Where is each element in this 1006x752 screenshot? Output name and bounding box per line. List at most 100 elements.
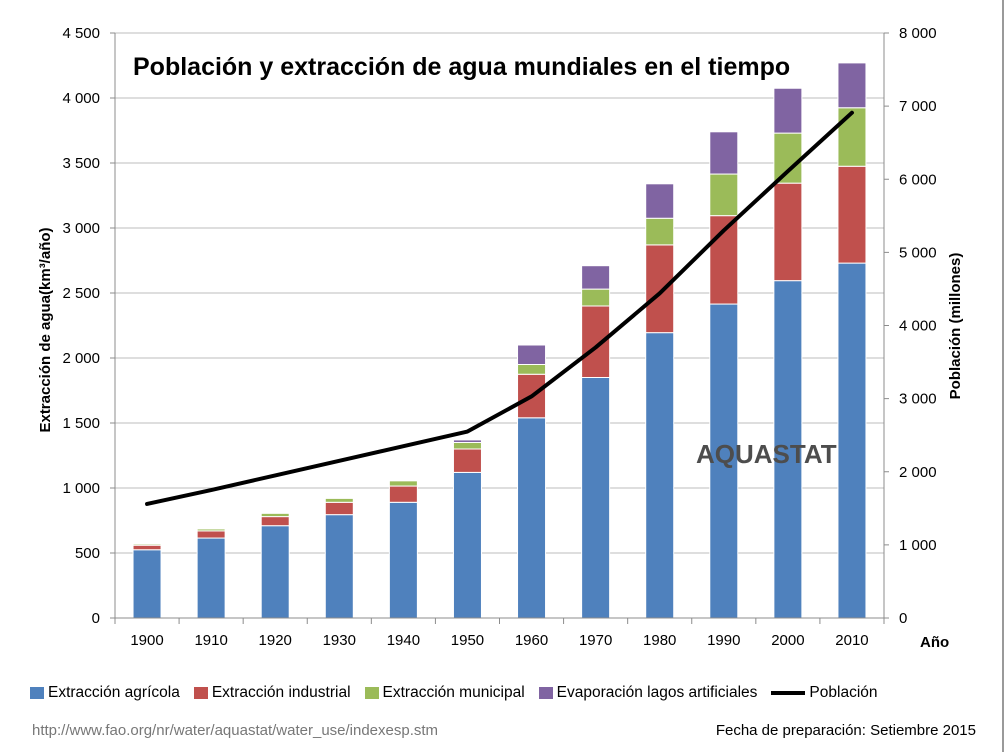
watermark: AQUASTAT [696, 439, 837, 469]
bar-segment-municipal [196, 528, 226, 532]
bar-segment-agricola [324, 514, 354, 619]
legend-swatch-evaporacion [538, 687, 553, 699]
x-tick-labels: 1900 1910 1920 1930 1940 1950 1960 1970 1980 1990… [130, 632, 868, 649]
bar-segment-agricola [837, 262, 867, 619]
bar-segment-evaporacion [581, 265, 611, 290]
bar-segment-municipal [260, 512, 290, 518]
y2-tick-label: 5 000 [899, 244, 937, 261]
population-line-layer [145, 110, 854, 506]
bar-segment-municipal [517, 364, 547, 375]
x-tick-label: 1970 [579, 632, 612, 649]
x-tick-label: 1980 [643, 632, 676, 649]
bar-segment-industrial [837, 165, 867, 264]
y2-tick-label: 0 [899, 610, 907, 627]
legend-label-poblacion: Población [809, 684, 878, 701]
y2-tick-label: 2 000 [899, 464, 937, 481]
y2-tick-label: 1 000 [899, 537, 937, 554]
y-tick-label: 3 000 [62, 220, 100, 237]
bar-segment-industrial [452, 448, 482, 473]
bar-segment-municipal [709, 173, 739, 217]
y2-tick-label: 4 000 [899, 318, 937, 335]
x-tick-label: 1990 [707, 632, 740, 649]
axes [110, 32, 889, 624]
bar-segment-evaporacion [452, 439, 482, 443]
y2-tick-label: 6 000 [899, 171, 937, 188]
bar-segment-agricola [132, 549, 162, 619]
bar-segment-municipal [452, 442, 482, 450]
legend: Extracción agrícola Extracción industria… [30, 684, 892, 702]
legend-label-municipal: Extracción municipal [382, 684, 525, 701]
legend-label-evaporacion: Evaporación lagos artificiales [556, 684, 758, 701]
bar-segment-agricola [388, 501, 418, 619]
x-tick-label: 1960 [515, 632, 548, 649]
bar-segment-municipal [773, 132, 803, 184]
bar-segment-municipal [645, 217, 675, 246]
population-line [145, 110, 854, 506]
x-tick-label: 1920 [259, 632, 292, 649]
y-tick-label: 1 500 [62, 415, 100, 432]
legend-item-agricola: Extracción agrícola [30, 684, 180, 702]
y-tick-label: 4 000 [62, 90, 100, 107]
bar-segment-agricola [645, 332, 675, 619]
source-link[interactable]: http://www.fao.org/nr/water/aquastat/wat… [32, 722, 439, 739]
bar-segment-industrial [196, 530, 226, 539]
bar-segment-municipal [324, 497, 354, 503]
window-edge [1002, 0, 1004, 752]
x-tick-label: 2010 [835, 632, 868, 649]
y-tick-label: 2 500 [62, 285, 100, 302]
y2-tick-label: 3 000 [899, 391, 937, 408]
legend-swatch-municipal [364, 687, 379, 699]
y-tick-label: 4 500 [62, 25, 100, 42]
x-tick-label: 2000 [771, 632, 804, 649]
bar-segment-agricola [196, 537, 226, 619]
bar-segment-evaporacion [837, 62, 867, 109]
y-tick-label: 2 000 [62, 350, 100, 367]
left-tick-labels: 0 500 1 000 1 500 2 000 2 500 3 000 3 500 4 000 4… [62, 25, 100, 627]
x-tick-label: 1910 [194, 632, 227, 649]
y-axis-title: Extracción de agua(km³/año) [37, 227, 54, 432]
y-tick-label: 3 500 [62, 155, 100, 172]
x-tick-label: 1930 [323, 632, 356, 649]
x-tick-label: 1940 [387, 632, 420, 649]
legend-item-municipal: Extracción municipal [364, 684, 525, 702]
bar-segment-evaporacion [517, 344, 547, 365]
legend-item-poblacion: Población [771, 684, 878, 702]
bar-segment-evaporacion [773, 87, 803, 134]
gridlines [115, 32, 884, 554]
bar-segment-industrial [388, 485, 418, 503]
bar-segment-municipal [837, 107, 867, 167]
bar-segment-municipal [132, 543, 162, 546]
right-tick-labels: 0 1 000 2 000 3 000 4 000 5 000 6 000 7 000 8 00… [899, 25, 937, 627]
bar-segment-industrial [773, 182, 803, 282]
legend-item-industrial: Extracción industrial [193, 684, 351, 702]
y2-axis-title: Población (millones) [947, 253, 964, 400]
bar-segment-industrial [645, 244, 675, 334]
x-tick-label: 1950 [451, 632, 484, 649]
bar-segment-agricola [452, 471, 482, 619]
bar-segment-industrial [132, 544, 162, 551]
bar-segment-municipal [581, 288, 611, 307]
bar-segment-evaporacion [709, 131, 739, 175]
legend-item-evaporacion: Evaporación lagos artificiales [538, 684, 758, 702]
bar-segment-evaporacion [645, 183, 675, 219]
chart-title: Población y extracción de agua mundiales… [133, 53, 790, 81]
y-tick-label: 500 [75, 545, 100, 562]
x-tick-label: 1900 [130, 632, 163, 649]
legend-label-industrial: Extracción industrial [211, 684, 351, 701]
bar-segment-industrial [324, 501, 354, 516]
y-tick-label: 1 000 [62, 480, 100, 497]
bar-segment-industrial [260, 516, 290, 527]
y-tick-label: 0 [92, 610, 100, 627]
preparation-date: Fecha de preparación: Setiembre 2015 [715, 722, 976, 739]
bar-segment-municipal [388, 480, 418, 487]
y2-tick-label: 7 000 [899, 98, 937, 115]
x-axis-title: Año [920, 634, 949, 651]
legend-label-agricola: Extracción agrícola [48, 684, 180, 701]
legend-swatch-industrial [193, 687, 208, 699]
y2-tick-label: 8 000 [899, 25, 937, 42]
legend-swatch-agricola [30, 687, 44, 699]
bar-segment-agricola [581, 377, 611, 619]
legend-line-poblacion [771, 691, 806, 695]
bar-segment-agricola [517, 417, 547, 619]
